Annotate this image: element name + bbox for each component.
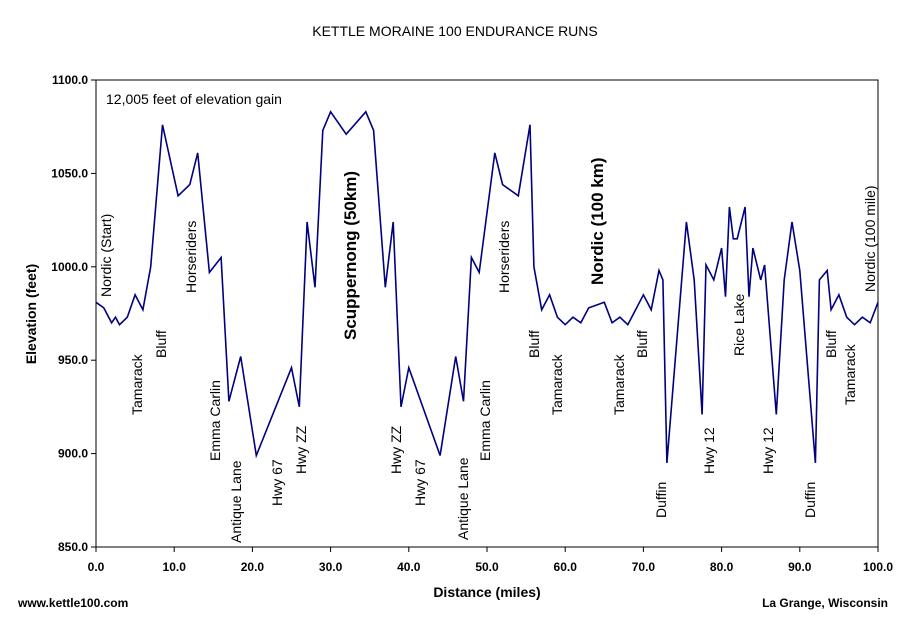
x-tick-label: 60.0 xyxy=(554,560,578,574)
chart-title: KETTLE MORAINE 100 ENDURANCE RUNS xyxy=(312,23,598,39)
footer-left: www.kettle100.com xyxy=(17,596,128,610)
annotation: Nordic (100 km) xyxy=(588,157,607,285)
annotation: Bluff xyxy=(823,330,839,358)
annotation: Hwy 67 xyxy=(269,459,285,506)
annotation: Bluff xyxy=(153,330,169,358)
x-tick-label: 30.0 xyxy=(319,560,343,574)
annotation: Horseriders xyxy=(496,221,512,293)
annotation: Hwy 67 xyxy=(412,459,428,506)
annotation: Horseriders xyxy=(183,221,199,293)
elevation-line xyxy=(95,110,879,463)
footer-right: La Grange, Wisconsin xyxy=(762,596,888,610)
y-tick-label: 1000.0 xyxy=(51,260,88,274)
annotation: Antique Lane xyxy=(455,457,471,540)
annotation: Nordic (Start) xyxy=(98,214,114,297)
note: 12,005 feet of elevation gain xyxy=(106,91,282,107)
annotation: Scuppernong (50km) xyxy=(341,171,360,340)
annotation: Hwy 12 xyxy=(760,427,776,474)
annotation: Duffin xyxy=(802,482,818,518)
x-tick-label: 90.0 xyxy=(788,560,812,574)
annotation: Emma Carlin xyxy=(207,380,223,461)
x-tick-label: 40.0 xyxy=(397,560,421,574)
annotation: Tamarack xyxy=(129,353,145,415)
annotation: Tamarack xyxy=(842,343,858,405)
y-tick-label: 1050.0 xyxy=(51,166,88,180)
x-tick-label: 70.0 xyxy=(632,560,656,574)
annotation: Bluff xyxy=(526,330,542,358)
annotation: Tamarack xyxy=(549,353,565,415)
x-tick-label: 100.0 xyxy=(863,560,893,574)
y-tick-label: 1100.0 xyxy=(52,73,88,87)
x-axis-label: Distance (miles) xyxy=(433,584,540,600)
x-tick-label: 50.0 xyxy=(475,560,499,574)
x-tick-label: 80.0 xyxy=(710,560,734,574)
y-tick-label: 900.0 xyxy=(58,447,88,461)
annotation: Rice Lake xyxy=(731,294,747,356)
x-tick-label: 0.0 xyxy=(88,560,105,574)
x-tick-label: 10.0 xyxy=(163,560,187,574)
y-tick-label: 850.0 xyxy=(58,540,88,554)
annotation: Tamarack xyxy=(611,353,627,415)
annotation: Emma Carlin xyxy=(477,380,493,461)
annotation: Nordic (100 mile) xyxy=(862,185,878,292)
annotation: Antique Lane xyxy=(228,460,244,543)
annotation: Duffin xyxy=(653,482,669,518)
x-tick-label: 20.0 xyxy=(241,560,265,574)
y-tick-label: 950.0 xyxy=(58,353,88,367)
annotation: Hwy ZZ xyxy=(388,425,404,474)
annotation: Bluff xyxy=(634,330,650,358)
annotation: Hwy ZZ xyxy=(293,425,309,474)
annotation: Hwy 12 xyxy=(701,427,717,474)
y-axis-label: Elevation (feet) xyxy=(23,264,39,364)
